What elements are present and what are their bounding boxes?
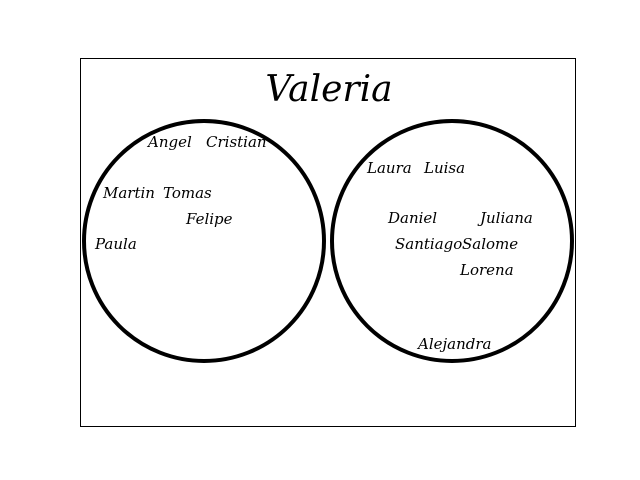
group-right-names: Laura Luisa Daniel Juliana Santiago Salo… bbox=[366, 159, 533, 353]
group-circle-left bbox=[82, 119, 326, 363]
name-cristian: Cristian bbox=[206, 133, 267, 151]
name-angel: Angel bbox=[146, 133, 192, 151]
name-paula: Paula bbox=[94, 235, 137, 253]
name-martin: Martin bbox=[102, 184, 155, 202]
name-alejandra: Alejandra bbox=[416, 335, 491, 353]
name-santiago: Santiago bbox=[395, 235, 462, 253]
name-salome: Salome bbox=[462, 235, 518, 253]
name-daniel: Daniel bbox=[387, 209, 437, 227]
group-circle-right bbox=[330, 119, 574, 363]
name-lorena: Lorena bbox=[459, 261, 514, 279]
group-left-names: Angel Cristian Martin Tomas Felipe Paula bbox=[94, 133, 267, 253]
name-felipe: Felipe bbox=[185, 210, 233, 228]
name-tomas: Tomas bbox=[163, 184, 212, 202]
name-laura: Laura bbox=[366, 159, 412, 177]
diagram-title: Valeria bbox=[265, 69, 392, 110]
name-juliana: Juliana bbox=[477, 209, 533, 227]
diagram-frame bbox=[80, 58, 576, 427]
name-luisa: Luisa bbox=[423, 159, 465, 177]
